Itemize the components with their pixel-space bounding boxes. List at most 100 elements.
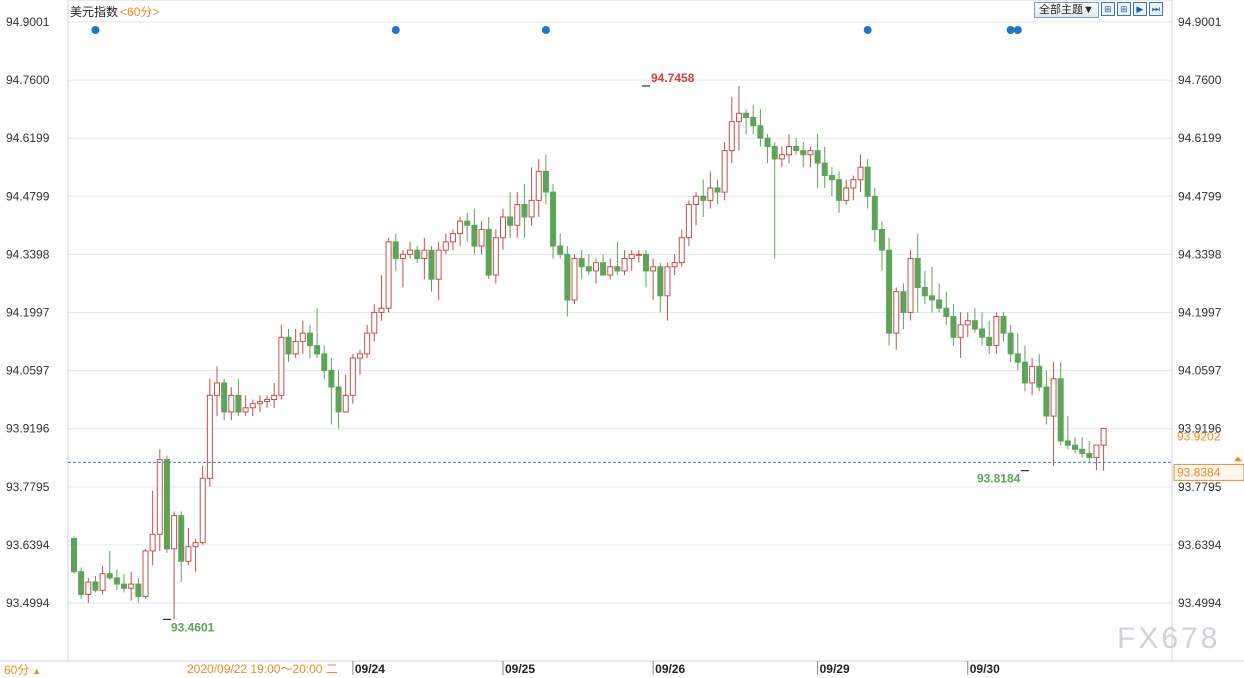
candle-body [907,257,914,313]
candle-body [278,336,285,396]
chart-toolbar: 全部主题▼ ⊞ ⊞ ▶ ⏭ [1034,2,1163,18]
candle-body [285,336,292,355]
chart-title: 美元指数 [70,5,119,19]
candle-body [950,316,957,338]
candle-body [721,150,728,193]
candle-body [442,241,449,251]
event-dot [91,26,100,34]
candle-body [635,253,642,256]
candle-body [306,332,313,347]
candle-body [78,571,85,595]
candle-body [628,253,635,259]
candle-body [643,253,649,272]
chart-annotations: 94.7458 93.4601 93.8184 93.9202 93.8384 [68,26,1244,634]
candle-body [728,121,735,152]
candle-body [564,253,571,301]
play-icon[interactable]: ▶ [1132,2,1147,16]
candle-body [650,266,657,272]
candle-body [314,345,321,355]
candle-body [614,266,621,272]
candle-body [850,179,857,189]
candle-body [1050,378,1057,417]
current-price-arrow-icon [1234,456,1242,462]
candle-body [292,340,299,355]
candle-body [357,353,363,359]
candle-body [471,224,478,247]
y-tick-label-left: 94.7600 [6,73,50,87]
candle-body [764,137,771,147]
candle-body [914,257,921,289]
candle-body [542,170,549,193]
candle-body [521,204,528,218]
y-tick-label-left: 93.6394 [6,538,50,552]
candle-body [1007,332,1014,355]
current-price-label: 93.8384 [1177,465,1221,479]
candle-body [943,307,950,318]
candle-body [192,542,199,548]
y-tick-label-right: 94.3398 [1178,247,1222,261]
candle-body [271,394,278,401]
candle-body [85,581,92,595]
candle-body [228,394,235,413]
event-dot [1013,26,1022,34]
candle-body [428,249,435,280]
candle-body [621,257,628,272]
candle-body [385,241,392,309]
candle-body [449,233,456,243]
step-forward-icon[interactable]: ⏭ [1148,2,1163,16]
y-tick-label-right: 94.9001 [1178,15,1222,29]
grid-icon[interactable]: ⊞ [1100,2,1115,16]
current-price-box [1173,463,1244,481]
y-tick-label-right: 93.7795 [1178,480,1222,494]
candle-body [1029,365,1036,384]
candle-body [893,291,900,334]
candle-body [864,166,871,197]
candle-body [707,187,714,201]
candle-body [936,299,943,309]
candle-body [235,394,242,413]
candle-body [700,195,707,201]
x-tick-label: 09/24 [355,662,385,675]
y-tick-label-left: 93.7795 [6,480,50,494]
x-tick-label: 09/29 [820,662,850,675]
low-label: 93.8184 [977,472,1021,486]
candle-body [171,515,178,550]
candle-body [128,583,135,589]
theme-dropdown-button[interactable]: 全部主题▼ [1034,2,1099,18]
candle-body [743,112,750,118]
candle-body [979,328,986,338]
candle-body [1093,444,1100,459]
last-price-label: 93.9202 [1177,429,1221,443]
grid-icon[interactable]: ⊞ [1116,2,1131,16]
candle-body [793,145,800,152]
candle-body [828,175,835,181]
candle-body [843,187,850,201]
candle-body [693,195,700,206]
candle-body [149,533,156,552]
candle-body [349,357,356,396]
chart-period: <60分> [120,5,160,19]
candle-body [492,237,499,276]
candle-body [807,150,814,156]
candle-body [571,257,578,301]
candle-body [485,228,492,276]
candle-series [71,86,1107,620]
period-selector[interactable]: 60分 ▲ [0,661,45,678]
chevron-up-icon: ▲ [32,666,42,676]
y-tick-label-left: 94.3398 [6,247,50,261]
candle-body [1021,361,1028,384]
x-tick-label: 09/25 [505,662,535,675]
candle-body [771,145,778,160]
candle-body [500,216,506,239]
y-tick-label-left: 94.6199 [6,131,50,145]
candle-body [1000,316,1007,334]
candle-body [836,179,843,201]
candle-body [585,266,592,272]
y-tick-label-left: 94.9001 [6,15,50,29]
candle-body [342,394,349,413]
candle-body [514,204,521,226]
candle-body [1014,353,1021,363]
candle-body [464,220,471,226]
candle-body [321,353,328,371]
